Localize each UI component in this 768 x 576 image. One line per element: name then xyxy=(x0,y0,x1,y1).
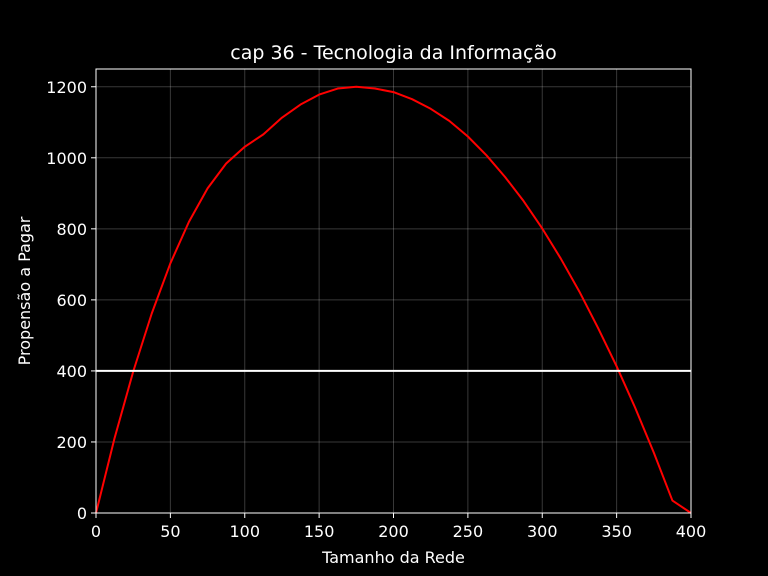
x-tick-label: 200 xyxy=(378,522,409,541)
series-line-0 xyxy=(95,85,692,514)
y-tick-label: 1000 xyxy=(46,149,87,168)
y-tick-label: 0 xyxy=(77,504,87,523)
x-tick-label: 250 xyxy=(453,522,484,541)
y-tick-label: 400 xyxy=(56,362,87,381)
y-tick-label: 800 xyxy=(56,220,87,239)
x-tick-label: 300 xyxy=(527,522,558,541)
y-tick-label: 200 xyxy=(56,433,87,452)
x-tick-label: 0 xyxy=(91,522,101,541)
x-tick-label: 50 xyxy=(160,522,180,541)
chart-title: cap 36 - Tecnologia da Informação xyxy=(230,42,556,64)
x-tick-label: 150 xyxy=(304,522,335,541)
plot-background xyxy=(96,69,691,513)
y-tick-label: 1200 xyxy=(46,78,87,97)
x-tick-label: 400 xyxy=(676,522,707,541)
x-axis-label: Tamanho da Rede xyxy=(321,548,465,567)
x-tick-label: 100 xyxy=(229,522,260,541)
y-tick-label: 600 xyxy=(56,291,87,310)
y-axis-label: Propensão a Pagar xyxy=(15,216,34,365)
x-tick-label: 350 xyxy=(601,522,632,541)
